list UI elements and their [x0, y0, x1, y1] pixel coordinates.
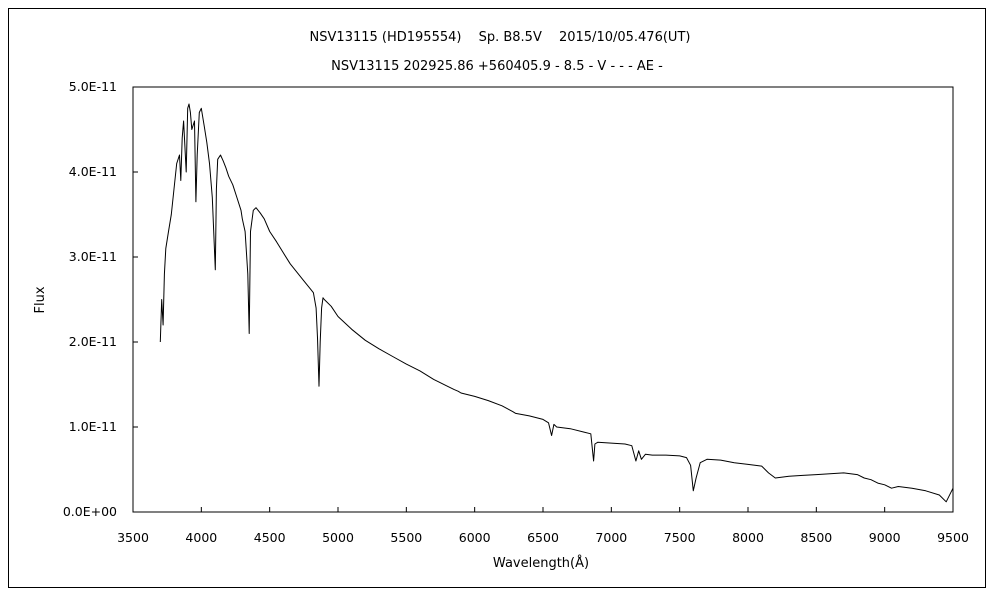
y-tick-label: 2.0E-11 — [69, 334, 117, 349]
series-layer — [159, 103, 954, 503]
chart-title: NSV13115 (HD195554) Sp. B8.5V 2015/10/05… — [310, 30, 691, 45]
y-axis-label: Flux — [33, 286, 48, 313]
y-tick-label: 1.0E-11 — [69, 419, 117, 434]
x-tick-label: 8500 — [800, 530, 832, 545]
x-tick-label: 7500 — [664, 530, 696, 545]
x-axis: 3500 4000 4500 5000 5500 6000 6500 7000 7500 8000… — [117, 507, 969, 545]
y-tick-label: 5.0E-11 — [69, 79, 117, 94]
x-tick-label: 3500 — [117, 530, 149, 545]
spectrum-line — [159, 103, 954, 503]
x-tick-label: 9000 — [869, 530, 901, 545]
x-tick-label: 8000 — [732, 530, 764, 545]
y-axis: 0.0E+00 1.0E-11 2.0E-11 3.0E-11 4.0E-11 5.0E-… — [63, 79, 138, 519]
chart-frame — [8, 8, 986, 588]
x-tick-label: 4500 — [254, 530, 286, 545]
x-tick-label: 6500 — [527, 530, 559, 545]
x-tick-label: 6000 — [459, 530, 491, 545]
x-tick-label: 7000 — [595, 530, 627, 545]
chart-subtitle: NSV13115 202925.86 +560405.9 - 8.5 - V -… — [331, 59, 663, 74]
y-tick-label: 4.0E-11 — [69, 164, 117, 179]
x-tick-label: 5500 — [390, 530, 422, 545]
y-tick-label: 3.0E-11 — [69, 249, 117, 264]
x-axis-label: Wavelength(Å) — [493, 555, 589, 571]
y-tick-label: 0.0E+00 — [63, 504, 117, 519]
x-tick-label: 5000 — [322, 530, 354, 545]
x-tick-label: 9500 — [937, 530, 969, 545]
x-tick-label: 4000 — [185, 530, 217, 545]
plot-area — [132, 86, 954, 513]
